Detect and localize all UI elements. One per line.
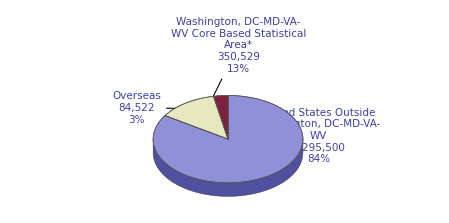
Polygon shape bbox=[153, 140, 303, 196]
Text: Washington, DC-MD-VA-
WV Core Based Statistical
Area*
350,529
13%: Washington, DC-MD-VA- WV Core Based Stat… bbox=[171, 17, 306, 115]
Polygon shape bbox=[214, 95, 228, 139]
Polygon shape bbox=[165, 96, 228, 139]
Text: Overseas
84,522
3%: Overseas 84,522 3% bbox=[112, 91, 220, 124]
Text: United States Outside
Washington, DC-MD-VA-
WV
2,295,500
84%: United States Outside Washington, DC-MD-… bbox=[256, 108, 381, 164]
Polygon shape bbox=[153, 95, 303, 183]
